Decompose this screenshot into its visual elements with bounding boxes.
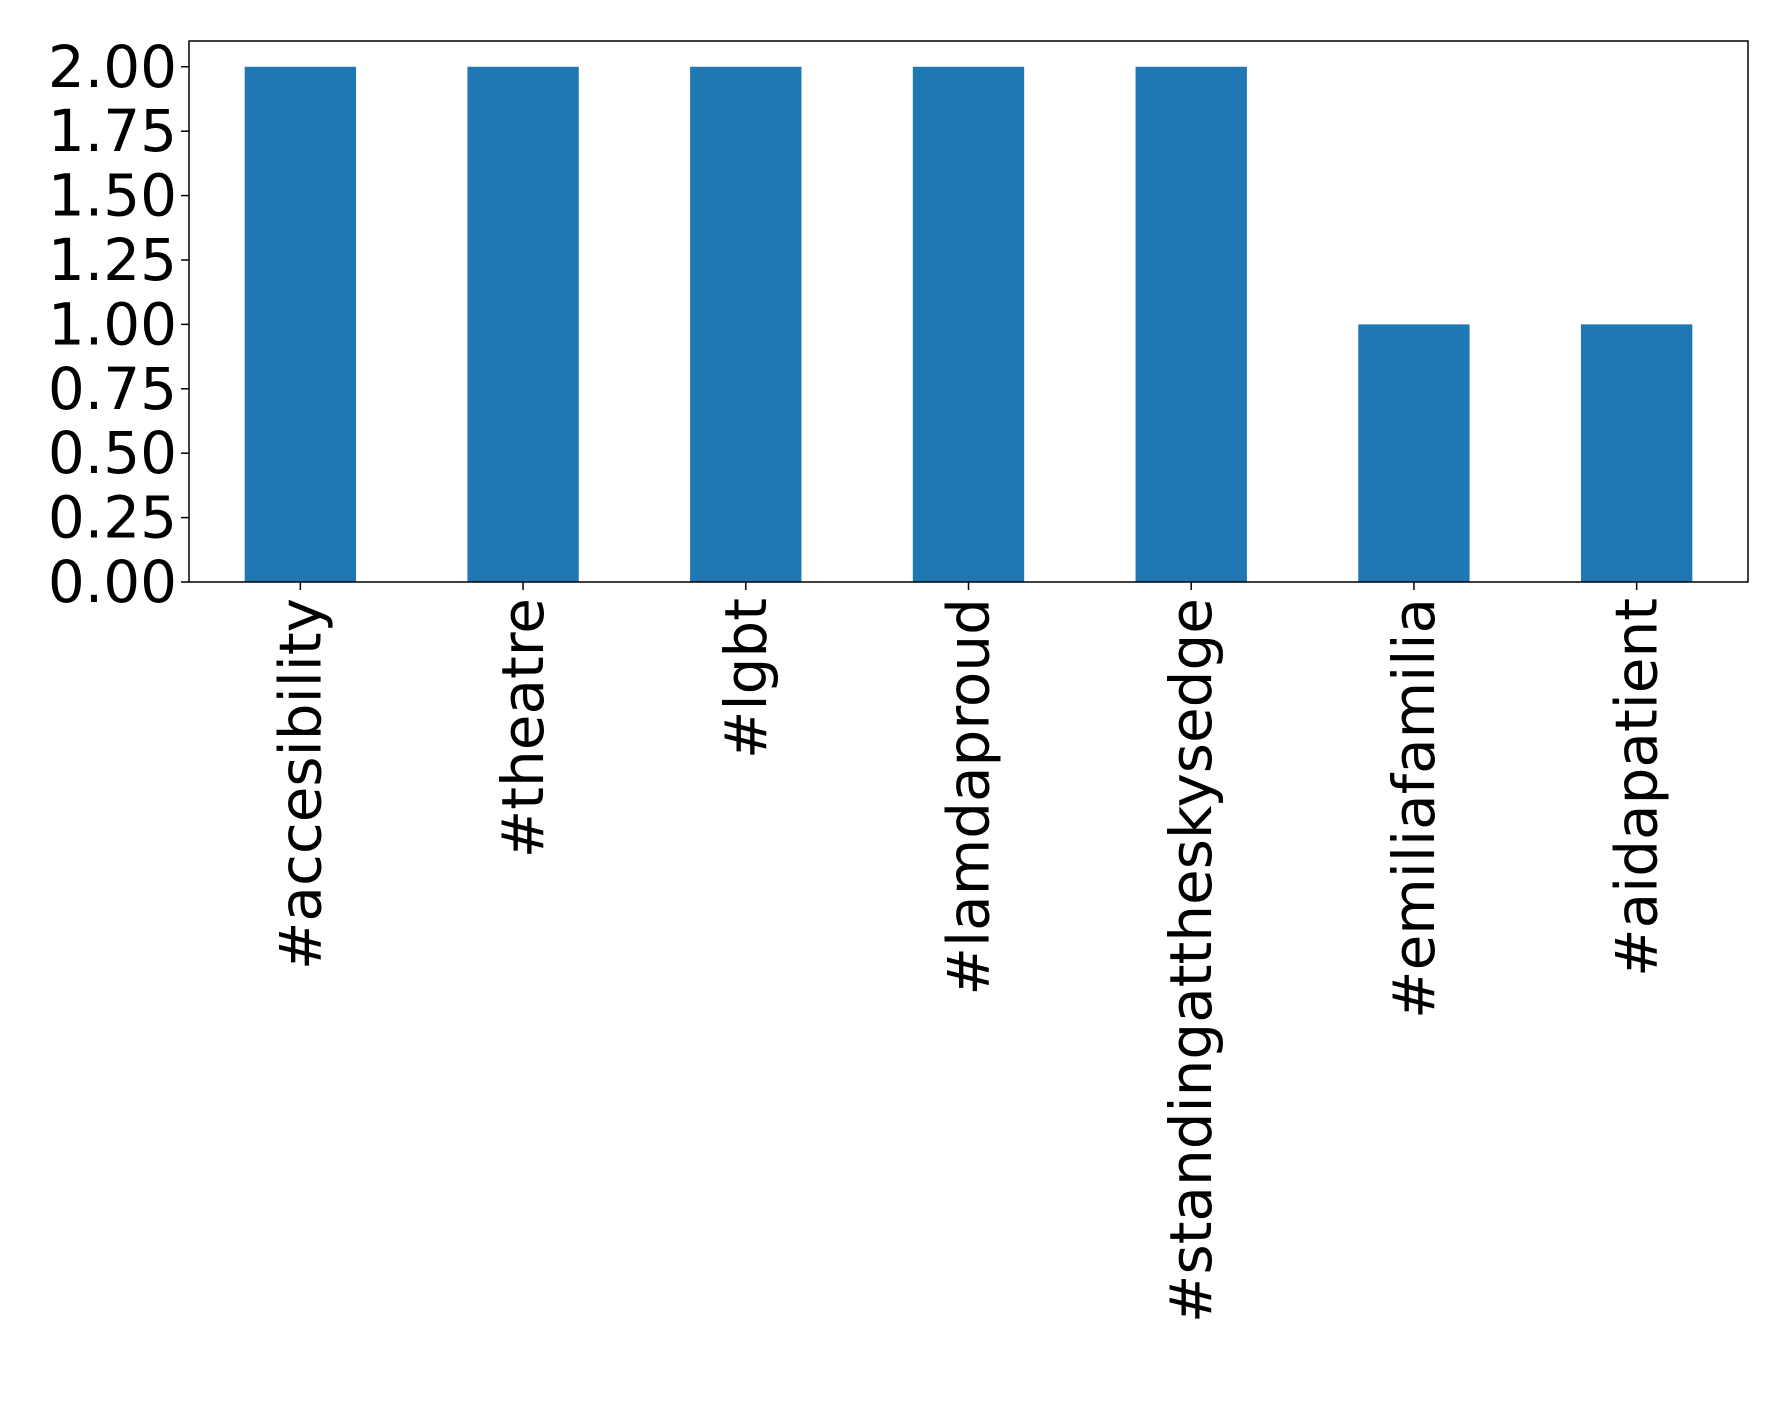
- bar: [244, 66, 357, 582]
- plot-frame: [188, 40, 1749, 583]
- bar: [690, 66, 802, 582]
- x-tick-label: #accesibility: [266, 598, 334, 970]
- y-tick-label: 0.00: [48, 548, 177, 616]
- y-tick-label: 0.75: [48, 355, 177, 423]
- y-tick-label: 2.00: [48, 33, 177, 101]
- y-tick-label: 1.00: [48, 290, 177, 358]
- y-tick-label: 1.25: [48, 226, 177, 294]
- bar: [1358, 324, 1470, 582]
- x-tick-label: #theatre: [489, 598, 557, 858]
- y-tick-label: 1.50: [48, 162, 177, 230]
- x-tick-label: #emiliafamilia: [1380, 598, 1448, 1019]
- x-tick-label: #lamdaproud: [935, 598, 1003, 996]
- bar: [1580, 324, 1693, 582]
- y-tick-label: 0.50: [48, 419, 177, 487]
- x-tick-label: #lgbt: [712, 598, 780, 759]
- bar: [1135, 66, 1247, 582]
- bar: [467, 66, 579, 582]
- x-tick-label: #standingattheskysedge: [1157, 598, 1225, 1323]
- x-tick-label: #aidapatient: [1603, 598, 1671, 977]
- y-tick-label: 0.25: [48, 484, 177, 552]
- y-tick-label: 1.75: [48, 97, 177, 165]
- bar: [912, 66, 1025, 582]
